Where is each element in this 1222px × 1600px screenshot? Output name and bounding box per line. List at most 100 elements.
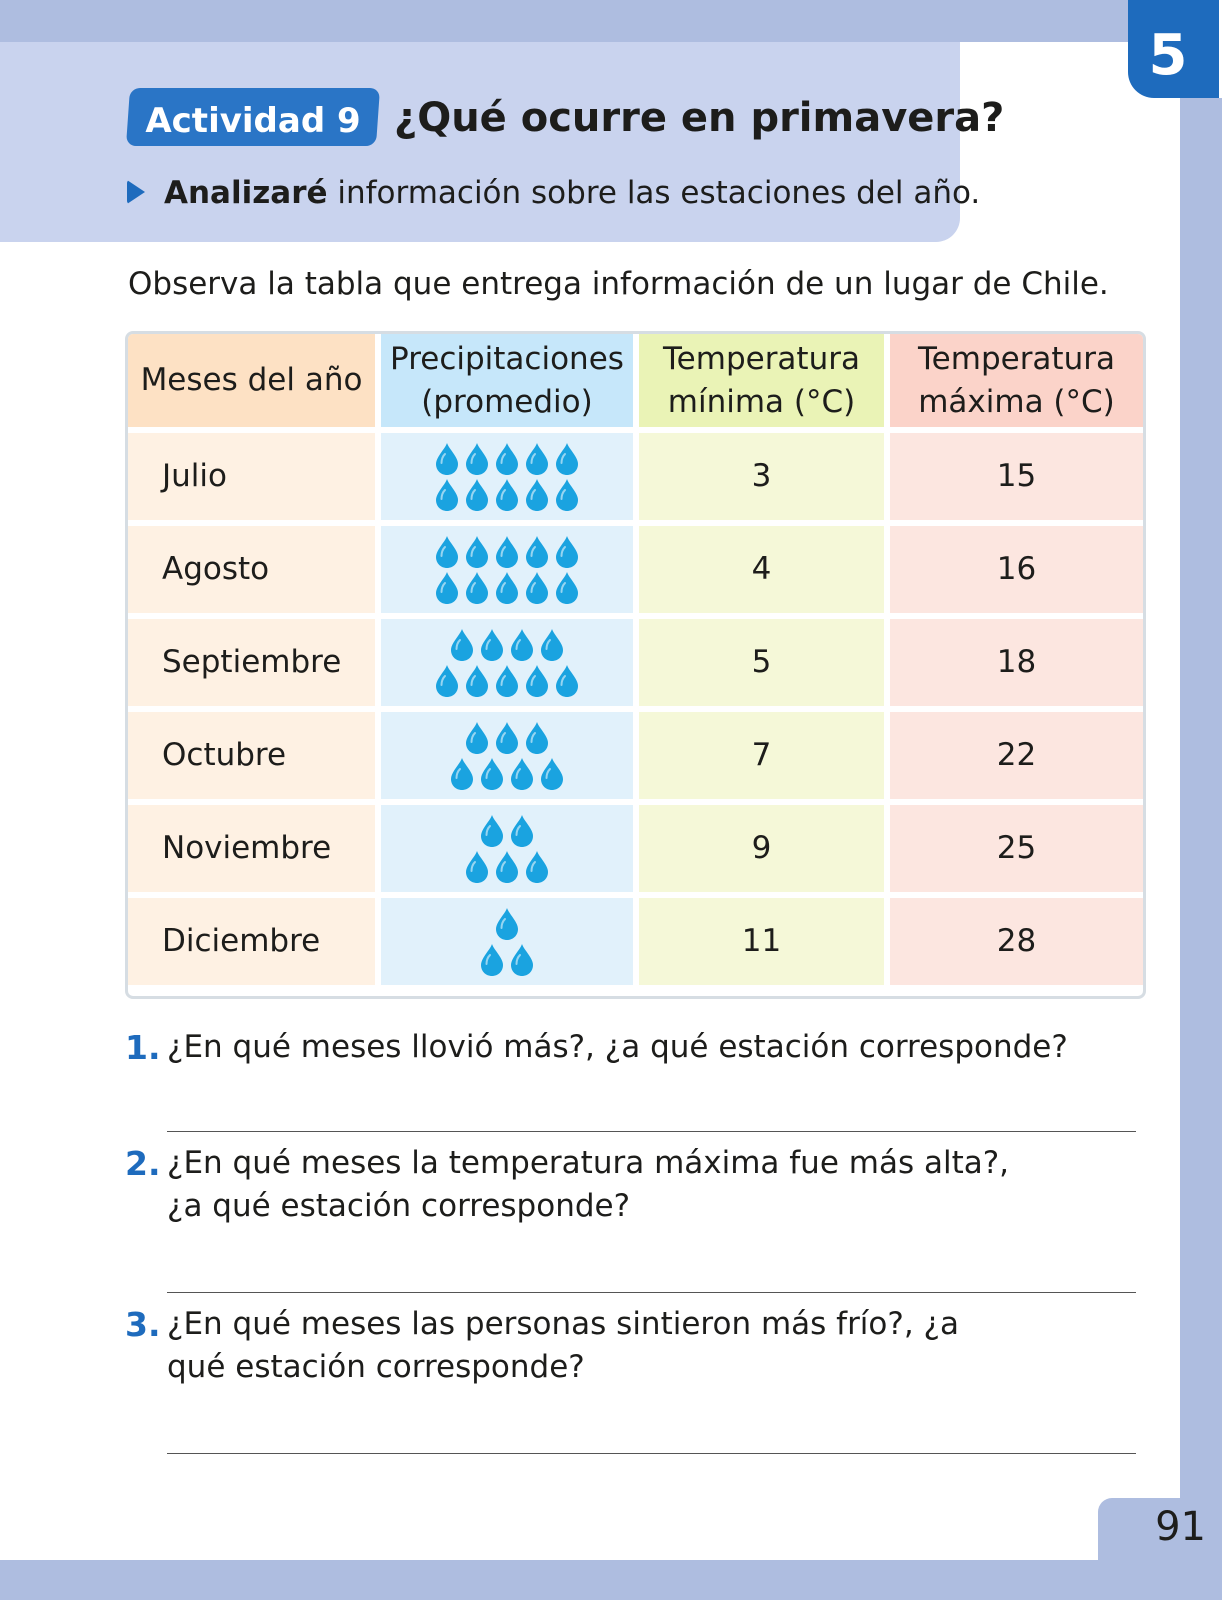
water-drop-icon: [481, 757, 503, 790]
intro-text: Observa la tabla que entrega información…: [128, 266, 1109, 302]
water-drop-icon: [481, 628, 503, 661]
water-drop-icon: [556, 478, 578, 511]
water-drop-icon: [496, 535, 518, 568]
top-band: [0, 0, 1222, 42]
water-drop-icons: [436, 535, 578, 604]
month-cell: Julio: [128, 433, 375, 520]
page-number: 91: [1155, 1504, 1206, 1550]
header-max-temp: Temperatura máxima (°C): [890, 334, 1143, 427]
water-drop-icon: [511, 757, 533, 790]
activity-title: ¿Qué ocurre en primavera?: [394, 95, 1005, 141]
water-drop-icon: [466, 571, 488, 604]
precipitation-cell: [381, 712, 633, 799]
answer-line[interactable]: [167, 1453, 1136, 1454]
question-text: ¿En qué meses la temperatura máxima fue …: [167, 1145, 1010, 1224]
water-drop-icon: [466, 721, 488, 754]
water-drop-icon: [436, 571, 458, 604]
water-drop-icon: [556, 535, 578, 568]
water-drop-icon: [496, 907, 518, 940]
water-drop-icon: [496, 721, 518, 754]
water-drop-icon: [556, 664, 578, 697]
max-temp-cell: 18: [890, 619, 1143, 706]
water-drop-icon: [466, 478, 488, 511]
water-drop-icons: [466, 814, 548, 883]
water-drop-icon: [496, 478, 518, 511]
header-min-temp: Temperatura mínima (°C): [639, 334, 884, 427]
month-cell: Agosto: [128, 526, 375, 613]
precipitation-cell: [381, 619, 633, 706]
water-drop-icon: [436, 664, 458, 697]
precipitation-cell: [381, 526, 633, 613]
water-drop-icon: [436, 535, 458, 568]
min-temp-cell: 4: [639, 526, 884, 613]
precipitation-cell: [381, 898, 633, 985]
right-margin-band: [1180, 0, 1222, 1600]
water-drop-icon: [466, 442, 488, 475]
water-drop-icon: [511, 628, 533, 661]
max-temp-cell: 15: [890, 433, 1143, 520]
climate-table: Meses del año Precipitaciones (promedio)…: [125, 331, 1146, 999]
month-cell: Septiembre: [128, 619, 375, 706]
bottom-band: [0, 1560, 1222, 1600]
water-drop-icon: [466, 664, 488, 697]
water-drop-icon: [526, 721, 548, 754]
objective: Analizaré información sobre las estacion…: [164, 172, 980, 214]
max-temp-cell: 22: [890, 712, 1143, 799]
water-drop-icon: [496, 571, 518, 604]
month-cell: Octubre: [128, 712, 375, 799]
water-drop-icon: [526, 664, 548, 697]
water-drop-icon: [466, 850, 488, 883]
min-temp-cell: 5: [639, 619, 884, 706]
water-drop-icon: [481, 943, 503, 976]
water-drop-icon: [526, 535, 548, 568]
question-text: ¿En qué meses las personas sintieron más…: [167, 1306, 959, 1385]
water-drop-icon: [526, 478, 548, 511]
water-drop-icon: [511, 943, 533, 976]
min-temp-cell: 3: [639, 433, 884, 520]
page-tab: [1098, 1498, 1222, 1560]
max-temp-cell: 28: [890, 898, 1143, 985]
min-temp-cell: 9: [639, 805, 884, 892]
question-number: 2.: [125, 1144, 161, 1183]
answer-line[interactable]: [167, 1131, 1136, 1132]
water-drop-icon: [436, 478, 458, 511]
water-drop-icon: [526, 442, 548, 475]
water-drop-icon: [556, 571, 578, 604]
objective-text: información sobre las estaciones del año…: [327, 175, 981, 211]
max-temp-cell: 16: [890, 526, 1143, 613]
chapter-number: 5: [1148, 23, 1188, 88]
water-drop-icon: [436, 442, 458, 475]
water-drop-icons: [451, 721, 563, 790]
precipitation-cell: [381, 805, 633, 892]
max-temp-cell: 25: [890, 805, 1143, 892]
answer-line[interactable]: [167, 1292, 1136, 1293]
activity-badge-label: Actividad 9: [145, 101, 361, 141]
water-drop-icon: [541, 628, 563, 661]
month-cell: Diciembre: [128, 898, 375, 985]
header-precipitation: Precipitaciones (promedio): [381, 334, 633, 427]
min-temp-cell: 7: [639, 712, 884, 799]
water-drop-icon: [541, 757, 563, 790]
water-drop-icon: [526, 571, 548, 604]
water-drop-icon: [481, 814, 503, 847]
water-drop-icon: [556, 442, 578, 475]
question-number: 1.: [125, 1028, 161, 1067]
water-drop-icons: [481, 907, 533, 976]
water-drop-icon: [511, 814, 533, 847]
arrow-right-icon: [127, 180, 145, 204]
question-text: ¿En qué meses llovió más?, ¿a qué estaci…: [167, 1029, 1068, 1065]
water-drop-icons: [436, 442, 578, 511]
month-cell: Noviembre: [128, 805, 375, 892]
water-drop-icons: [436, 628, 578, 697]
header-months: Meses del año: [128, 334, 375, 427]
water-drop-icon: [496, 850, 518, 883]
chapter-tab: [1128, 0, 1222, 98]
water-drop-icon: [496, 442, 518, 475]
water-drop-icon: [451, 628, 473, 661]
water-drop-icon: [451, 757, 473, 790]
water-drop-icon: [496, 664, 518, 697]
question-number: 3.: [125, 1305, 161, 1344]
water-drop-icon: [466, 535, 488, 568]
precipitation-cell: [381, 433, 633, 520]
min-temp-cell: 11: [639, 898, 884, 985]
